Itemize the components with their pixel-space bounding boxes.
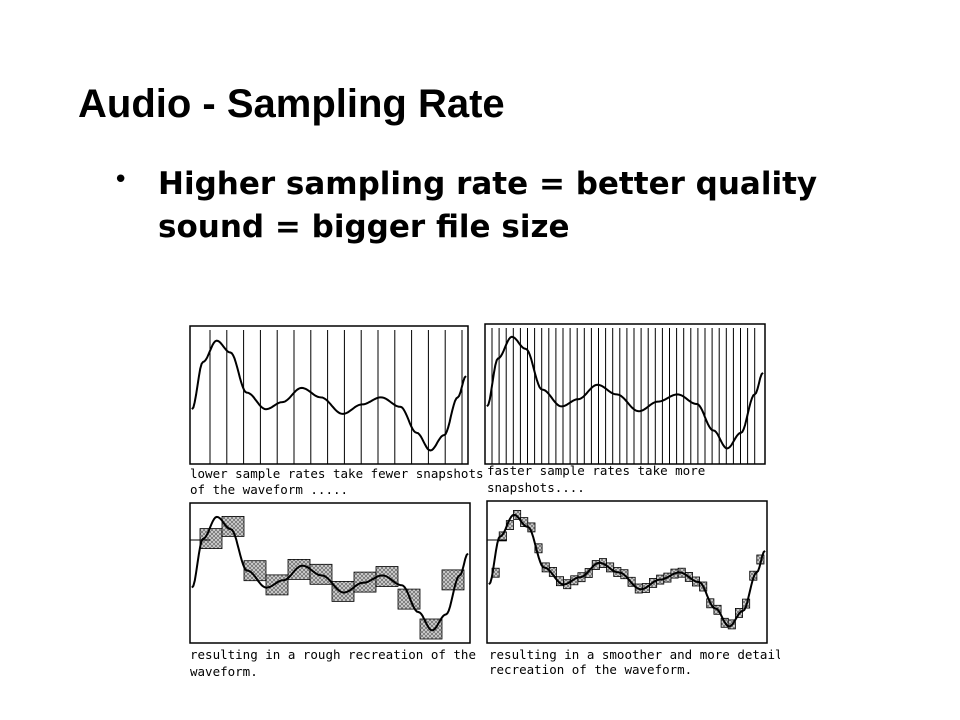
stair-step bbox=[243, 560, 267, 582]
stair-step bbox=[584, 568, 593, 578]
stair-step bbox=[287, 558, 311, 580]
caption-line-2: waveform. bbox=[190, 664, 258, 679]
waveform bbox=[486, 335, 764, 450]
staircase-recreation bbox=[199, 515, 465, 640]
staircase-recreation bbox=[491, 509, 765, 630]
stair-step bbox=[221, 515, 245, 537]
panel-frame bbox=[484, 323, 766, 465]
waveform bbox=[488, 513, 766, 628]
panel-low-rate-samples: lower sample rates take fewer snapshots … bbox=[189, 325, 484, 497]
caption-line-2: recreation of the waveform. bbox=[489, 662, 692, 677]
stair-step bbox=[534, 543, 543, 554]
caption-line-1: lower sample rates take fewer snapshots bbox=[190, 466, 484, 481]
panel-frame bbox=[486, 500, 768, 644]
waveform bbox=[191, 339, 467, 452]
caption-line-2: snapshots.... bbox=[487, 480, 585, 495]
stair-step bbox=[397, 588, 421, 610]
bullet-text: Higher sampling rate = better quality so… bbox=[158, 166, 818, 245]
stair-step bbox=[331, 580, 355, 602]
panel-high-rate-recreation: resulting in a smoother and more detaile… bbox=[486, 500, 780, 677]
caption-line-1: faster sample rates take more bbox=[487, 463, 705, 478]
bullet-marker: • bbox=[113, 165, 129, 195]
caption-line-1: resulting in a smoother and more detaile… bbox=[489, 647, 780, 662]
panel-low-rate-recreation: resulting in a rough recreation of the w… bbox=[189, 502, 476, 679]
panel-frame bbox=[189, 325, 469, 465]
slide-title: Audio - Sampling Rate bbox=[78, 82, 505, 126]
panel-frame bbox=[189, 502, 471, 644]
sample-lines bbox=[209, 330, 463, 464]
caption-line-2: of the waveform ..... bbox=[190, 482, 348, 497]
sample-lines bbox=[491, 328, 756, 464]
panel-high-rate-samples: faster sample rates take more snapshots.… bbox=[484, 323, 766, 495]
waveform bbox=[191, 515, 469, 632]
caption-line-1: resulting in a rough recreation of the bbox=[190, 647, 476, 662]
stair-step bbox=[548, 566, 557, 577]
stair-step bbox=[309, 563, 333, 585]
stair-step bbox=[265, 574, 289, 596]
sampling-diagram: lower sample rates take fewer snapshots … bbox=[189, 323, 780, 679]
stair-step bbox=[199, 528, 223, 550]
